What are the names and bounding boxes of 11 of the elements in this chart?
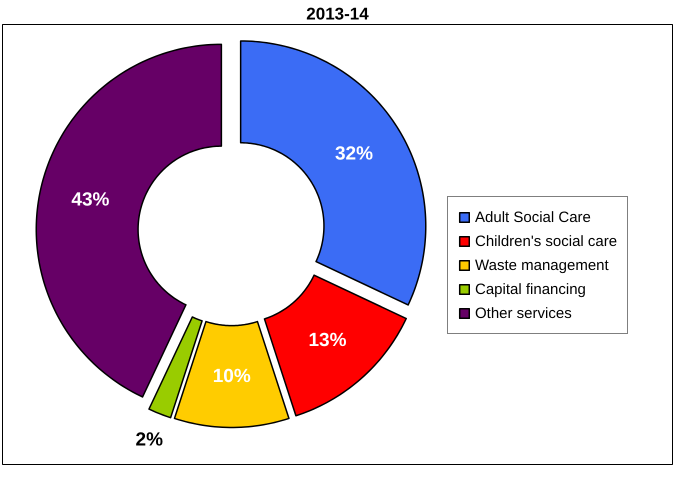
legend-label: Capital financing xyxy=(475,280,586,299)
data-label: 10% xyxy=(212,366,251,388)
legend-label: Adult Social Care xyxy=(475,208,591,227)
data-label: 43% xyxy=(71,190,110,211)
data-label: 2% xyxy=(136,429,164,450)
legend-label: Waste management xyxy=(475,256,609,275)
legend-label: Children's social care xyxy=(475,232,618,251)
data-label: 13% xyxy=(308,330,347,351)
legend-label: Other services xyxy=(475,304,572,323)
data-label: 32% xyxy=(334,144,374,165)
chart-title: 2013-14 xyxy=(306,4,370,24)
